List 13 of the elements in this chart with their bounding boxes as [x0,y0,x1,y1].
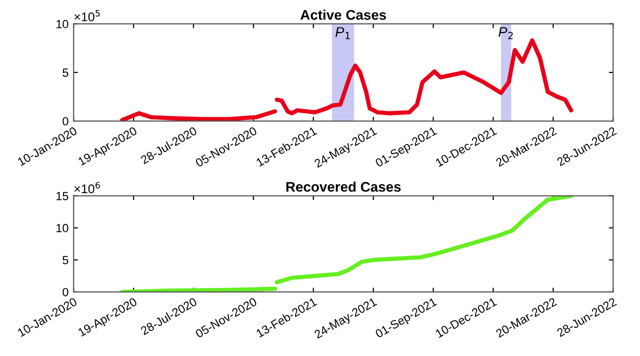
y-tick-label: 10 [56,224,68,232]
chart-title: Active Cases [300,10,386,20]
y-tick-label: 0 [62,117,68,126]
chart-title: Recovered Cases [286,182,401,192]
y-tick-label: 5 [62,68,68,77]
y-tick-label: 0 [62,288,68,296]
band-label: P$_{2}$ [498,27,513,40]
text: ×10$^{6}$ [74,182,100,194]
y-tick-label: 15 [56,192,68,200]
band-label: P$_{1}$ [336,27,350,40]
y-tick-label: 10 [56,20,68,28]
text: ×10$^{5}$ [74,10,100,22]
y-tick-label: 5 [62,256,68,264]
